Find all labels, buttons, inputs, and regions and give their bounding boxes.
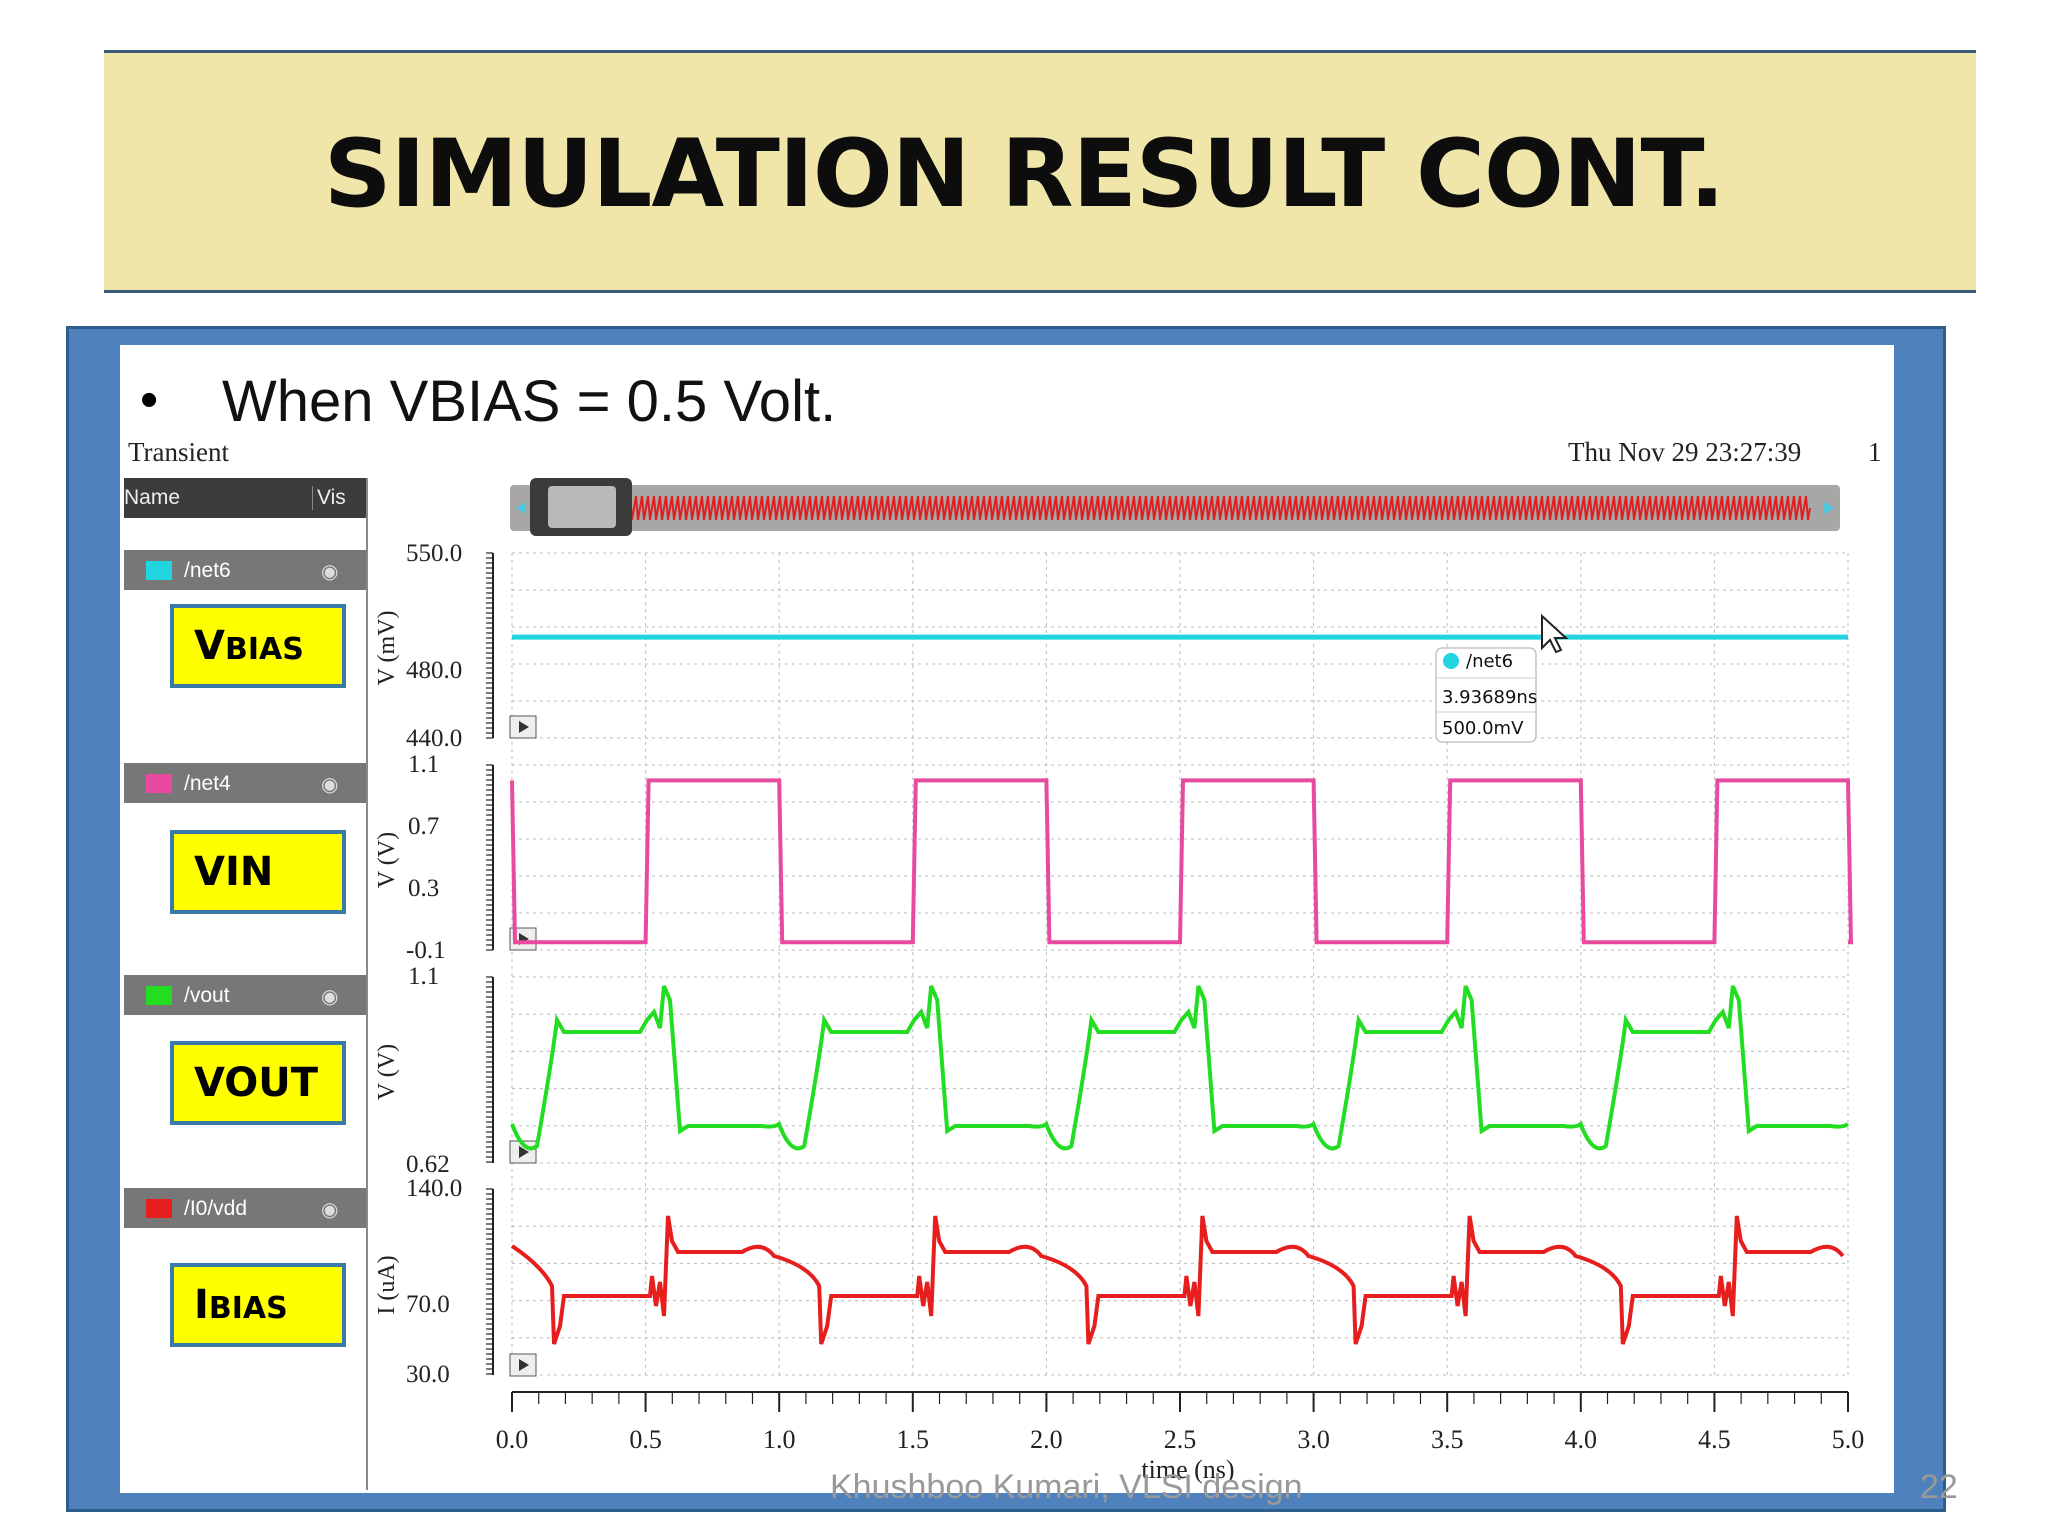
window-number: 1 xyxy=(1868,437,1882,467)
y-tick: 30.0 xyxy=(406,1361,450,1388)
vout-label-box: VOUT xyxy=(170,1041,346,1125)
x-axis: 0.0 0.5 1.0 1.5 2.0 2.5 3.0 3.5 4.0 4.5 5.0 xyxy=(496,1391,1865,1454)
vis-column-header[interactable]: Vis xyxy=(312,486,346,510)
y-tick: 1.1 xyxy=(408,963,439,990)
x-tick-label: 1.5 xyxy=(897,1425,930,1454)
y-axis-label-vdd: I (uA) xyxy=(374,1255,400,1314)
y-tick: 550.0 xyxy=(406,540,462,567)
y-axis-label-vout: V (V) xyxy=(374,1044,400,1100)
x-tick-label: 5.0 xyxy=(1832,1425,1865,1454)
eye-icon[interactable]: ◉ xyxy=(321,986,339,1008)
tooltip-signal: /net6 xyxy=(1466,651,1513,672)
signal-label: /vout xyxy=(184,984,230,1007)
sidebar-header: Name Vis xyxy=(124,478,366,518)
ibias-label-box: IBIAS xyxy=(170,1263,346,1347)
color-swatch xyxy=(146,561,172,580)
y-tick: 440.0 xyxy=(406,725,462,752)
y-axis-label-net6: V (mV) xyxy=(374,611,400,686)
x-tick-label: 3.0 xyxy=(1297,1425,1330,1454)
tooltip-value: 500.0mV xyxy=(1442,718,1524,739)
y-tick: 140.0 xyxy=(406,1175,462,1202)
y-tick: 480.0 xyxy=(406,657,462,684)
tooltip-swatch xyxy=(1443,653,1459,669)
cursor-tooltip: /net6 3.93689ns 500.0mV xyxy=(1435,647,1537,743)
y-tick: 0.3 xyxy=(408,875,439,902)
scroll-left-icon[interactable] xyxy=(516,502,526,514)
mouse-pointer-icon xyxy=(1541,613,1569,654)
expand-button[interactable] xyxy=(509,1353,537,1377)
y-tick: -0.1 xyxy=(406,937,446,964)
signal-row-net4[interactable]: /net4 ◉ xyxy=(124,763,366,803)
waveform-net4[interactable] xyxy=(510,778,1854,945)
signal-sidebar: Name Vis /net6 ◉ VBIAS /net4 ◉ VIN /vout… xyxy=(124,478,368,1490)
overview-waveform xyxy=(537,495,1811,521)
waveform-vdd[interactable] xyxy=(510,1215,1845,1345)
signal-row-vdd[interactable]: /I0/vdd ◉ xyxy=(124,1188,366,1228)
color-swatch xyxy=(146,1199,172,1218)
x-tick-label: 0.0 xyxy=(496,1425,529,1454)
y-tick: 0.7 xyxy=(408,813,439,840)
name-column-header[interactable]: Name xyxy=(124,486,181,509)
expand-button[interactable] xyxy=(509,715,537,739)
color-swatch xyxy=(146,986,172,1005)
title-banner xyxy=(104,50,1976,293)
signal-label: /net6 xyxy=(184,559,231,582)
window-datetime: Thu Nov 29 23:27:39 xyxy=(1568,437,1802,467)
x-tick-label: 3.5 xyxy=(1431,1425,1464,1454)
content-panel xyxy=(120,345,1894,1493)
signal-row-net6[interactable]: /net6 ◉ xyxy=(124,550,366,590)
slide-title: SIMULATION RESULT CONT. xyxy=(323,120,1725,229)
x-tick-label: 2.5 xyxy=(1164,1425,1197,1454)
x-tick-label: 2.0 xyxy=(1030,1425,1063,1454)
y-tick: 0.62 xyxy=(406,1151,450,1178)
eye-icon[interactable]: ◉ xyxy=(321,561,339,583)
color-swatch xyxy=(146,774,172,793)
y-tick: 1.1 xyxy=(408,751,439,778)
vbias-label-box: VBIAS xyxy=(170,604,346,688)
x-tick-label: 1.0 xyxy=(763,1425,796,1454)
scroll-right-icon[interactable] xyxy=(1824,502,1834,514)
x-tick-label: 4.0 xyxy=(1565,1425,1598,1454)
signal-label: /I0/vdd xyxy=(184,1197,248,1220)
eye-icon[interactable]: ◉ xyxy=(321,1199,339,1221)
overview-handle-window[interactable] xyxy=(548,486,616,528)
signal-row-vout[interactable]: /vout ◉ xyxy=(124,975,366,1015)
tooltip-time: 3.93689ns xyxy=(1442,687,1537,708)
y-axis-label-net4: V (V) xyxy=(374,832,400,888)
x-tick-label: 0.5 xyxy=(629,1425,662,1454)
window-tab-transient[interactable]: Transient xyxy=(128,437,230,467)
vin-label-box: VIN xyxy=(170,830,346,914)
page-number: 22 xyxy=(1920,1468,1958,1506)
slide-footer: Khushboo Kumari, VLSI design xyxy=(830,1468,1303,1506)
y-tick: 70.0 xyxy=(406,1291,450,1318)
eye-icon[interactable]: ◉ xyxy=(321,774,339,796)
bullet-text: When VBIAS = 0.5 Volt. xyxy=(222,369,837,434)
x-tick-label: 4.5 xyxy=(1698,1425,1731,1454)
waveform-vout[interactable] xyxy=(510,985,1850,1151)
bullet-icon: • xyxy=(140,371,159,429)
x-axis-label: time (ns) xyxy=(1141,1455,1234,1484)
signal-label: /net4 xyxy=(184,772,231,795)
